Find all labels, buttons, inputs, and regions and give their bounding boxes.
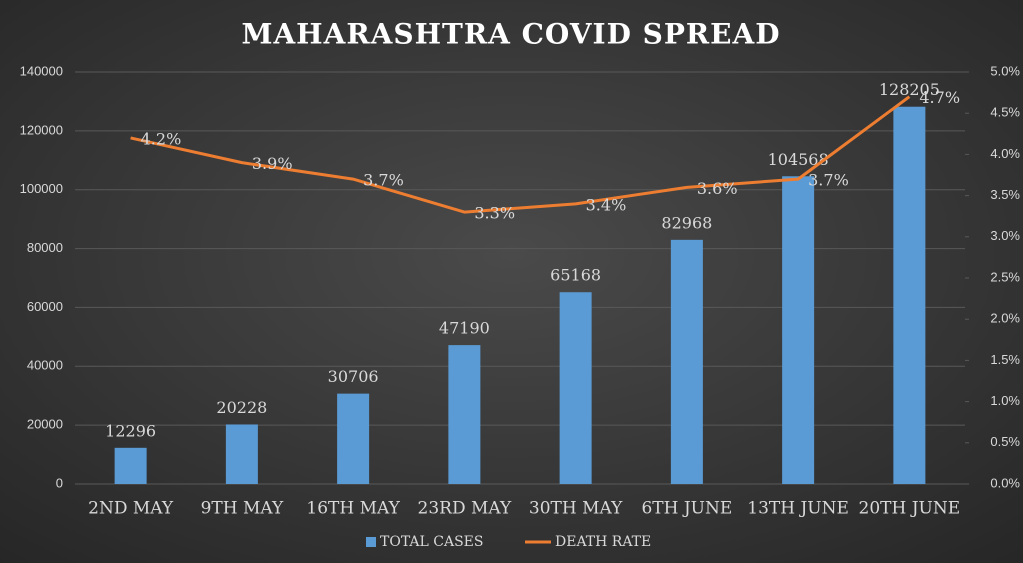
- y2-tick-label: 3.5%: [990, 187, 1020, 202]
- y2-tick-label: 1.5%: [990, 352, 1020, 367]
- line-value-label: 3.9%: [252, 154, 293, 173]
- x-tick-label: 16TH MAY: [306, 499, 400, 519]
- y-tick-label: 140000: [20, 63, 63, 78]
- bar-value-label: 128205: [879, 80, 940, 99]
- line-value-label: 3.3%: [474, 204, 515, 223]
- bar-value-label: 65168: [550, 266, 601, 285]
- line-value-label: 4.2%: [141, 129, 182, 148]
- legend-label: TOTAL CASES: [380, 534, 483, 550]
- x-tick-label: 13TH JUNE: [747, 499, 849, 519]
- y2-tick-label: 2.5%: [990, 269, 1020, 284]
- line-value-label: 3.6%: [697, 179, 738, 198]
- bar: [225, 424, 258, 484]
- y-tick-label: 80000: [27, 240, 63, 255]
- bar: [448, 345, 481, 484]
- legend-swatch: [366, 537, 376, 547]
- y2-tick-label: 3.0%: [990, 228, 1020, 243]
- line-value-label: 3.7%: [363, 171, 404, 190]
- y-tick-label: 20000: [27, 417, 63, 432]
- bar: [337, 393, 370, 484]
- y-tick-label: 100000: [20, 181, 63, 196]
- y-tick-label: 120000: [20, 122, 63, 137]
- x-tick-label: 30TH MAY: [529, 499, 623, 519]
- x-tick-label: 9TH MAY: [201, 499, 284, 519]
- line: [130, 95, 911, 214]
- y2-tick-label: 4.5%: [990, 105, 1020, 120]
- bar-value-label: 20228: [216, 398, 267, 417]
- y2-tick-label: 2.0%: [990, 311, 1020, 326]
- line-value-label: 3.4%: [586, 195, 627, 214]
- x-tick-label: 2ND MAY: [88, 499, 174, 519]
- bar: [670, 239, 703, 484]
- line-value-label: 3.7%: [808, 171, 849, 190]
- bar-value-label: 30706: [328, 367, 379, 386]
- bar-value-label: 47190: [439, 319, 490, 338]
- y2-tick-label: 0.0%: [990, 475, 1020, 490]
- bar-value-label: 82968: [661, 213, 712, 232]
- y-tick-label: 60000: [27, 299, 63, 314]
- y2-tick-label: 5.0%: [990, 63, 1020, 78]
- y2-tick-label: 4.0%: [990, 146, 1020, 161]
- bar: [114, 447, 147, 484]
- y-tick-label: 0: [56, 475, 63, 490]
- y2-tick-label: 1.0%: [990, 393, 1020, 408]
- x-tick-label: 6TH JUNE: [641, 499, 732, 519]
- bar: [782, 176, 815, 485]
- line-value-label: 4.7%: [919, 88, 960, 107]
- chart-title: MAHARASHTRA COVID SPREAD: [241, 18, 780, 51]
- y-tick-label: 40000: [27, 358, 63, 373]
- legend-label: DEATH RATE: [555, 534, 651, 550]
- y2-tick-label: 0.5%: [990, 434, 1020, 449]
- bar: [893, 106, 926, 484]
- x-tick-label: 20TH JUNE: [859, 499, 961, 519]
- bar-value-label: 12296: [105, 421, 156, 440]
- x-tick-label: 23RD MAY: [418, 499, 512, 519]
- bar: [559, 292, 592, 484]
- bar-value-label: 104568: [768, 150, 829, 169]
